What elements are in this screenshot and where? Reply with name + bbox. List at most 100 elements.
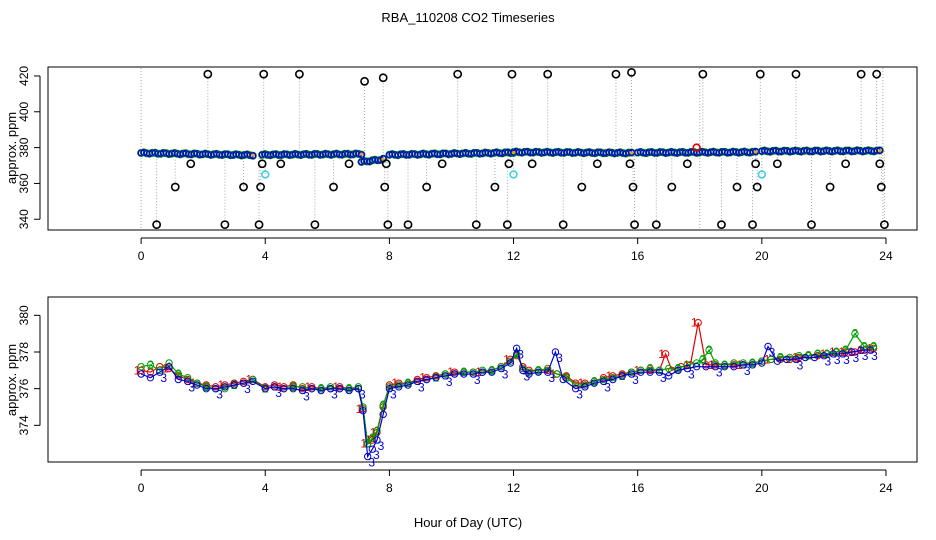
outlier-point-black [875,159,885,169]
series-marker-3: 3 [769,346,776,360]
outlier-point-black [772,159,782,169]
series-point-3 [720,362,729,371]
bottom-x-tick-label: 20 [755,481,769,495]
outlier-point-black [825,182,835,192]
series-point-3 [230,381,238,389]
outlier-point-black [807,220,816,230]
outlier-point-black [360,76,369,86]
series-marker-2: 2 [675,362,682,376]
segment-end-marker [878,149,882,153]
series-point-3 [551,348,560,356]
series-marker-2: 2 [700,352,707,366]
series-point-2 [363,439,372,448]
outlier-point-black [422,182,432,192]
series-point-2 [512,350,521,358]
outlier-point-black [751,159,761,169]
series-point-3 [571,384,580,393]
series-marker-2: 2 [374,424,381,438]
outlier-point-black [630,220,639,230]
series-point-3 [829,350,837,358]
outlier-point-black [220,220,230,230]
outlier-point-black [453,69,463,79]
series-marker-1: 1 [475,365,482,379]
series-point-2 [174,370,183,378]
segment-end-marker [754,150,758,154]
series-marker-2: 2 [318,382,325,396]
series-marker-3: 3 [390,388,397,402]
series-marker-1: 1 [134,363,141,377]
series-marker-3: 3 [604,380,611,394]
series-marker-3: 3 [474,373,481,387]
series-point-3 [441,372,449,380]
series-marker-1: 1 [838,345,845,359]
series-point-3 [820,351,828,360]
top-y-axis-label: approx. ppm [4,112,19,184]
series-point-3 [646,368,654,376]
outlier-point-black [504,159,514,169]
series-point-1 [694,318,702,327]
outlier-point-black [383,220,393,230]
outlier-point-black [152,220,162,230]
series-marker-2: 2 [721,358,728,372]
series-marker-1: 1 [356,402,363,416]
outlier-point-black [682,159,692,169]
bottom-x-tick-label: 12 [507,481,521,495]
series-point-3 [702,362,710,371]
series-marker-3: 3 [871,349,878,363]
series-point-2 [553,370,561,378]
outlier-point-cyan [757,170,767,179]
outlier-point-black [755,69,765,79]
series-marker-1: 1 [360,437,367,451]
series-point-3 [280,384,288,393]
outlier-point-black [543,69,553,79]
bottom-x-axis: 0 4 8 12 16 20 24 [138,469,893,495]
series-marker-3: 3 [303,390,310,404]
outlier-point-black [490,182,500,192]
series-marker-1: 1 [304,380,311,394]
series-marker-2: 2 [833,345,840,359]
series-marker-1: 1 [218,378,225,392]
top-guide-lines [140,68,885,229]
series-point-1 [661,350,670,358]
segment-end-marker [629,151,634,155]
series-point-3 [270,383,279,391]
series-marker-3: 3 [517,347,524,361]
series-point-3 [488,368,496,376]
series-marker-3: 3 [548,371,555,385]
series-point-3 [810,353,819,362]
series-point-3 [525,370,533,378]
top-x-tick-label: 16 [631,249,645,263]
series-marker-2: 2 [824,347,831,361]
series-marker-1: 1 [764,352,771,366]
series-point-3 [221,383,229,391]
outlier-point-black [592,159,602,169]
series-marker-2: 2 [777,351,784,365]
series-point-3 [239,379,248,387]
series-point-3 [202,384,210,393]
series-point-2 [379,401,387,409]
series-point-3 [857,346,865,354]
series-point-3 [359,406,367,415]
series-marker-1: 1 [550,367,557,381]
outlier-point-black [471,220,481,230]
series-marker-2: 2 [563,371,570,385]
series-point-3 [308,384,316,393]
top-y-tick-label: 380 [17,137,31,157]
series-point-3 [534,368,543,376]
series-marker-1: 1 [277,380,284,394]
series-marker-3: 3 [188,380,195,394]
series-point-2 [368,434,377,442]
outlier-point-black [611,69,621,79]
segment-end-marker [359,152,364,156]
series-marker-2: 2 [369,431,376,445]
outlier-point-black [170,182,180,192]
series-point-3 [848,348,856,356]
outlier-point-black [876,182,886,192]
series-marker-3: 3 [716,366,723,380]
series-point-3 [345,386,353,395]
series-marker-1: 1 [708,358,715,372]
outlier-point-black [378,73,388,83]
outlier-point-black [628,182,638,192]
series-point-3 [211,384,220,393]
series-point-3 [422,375,431,384]
